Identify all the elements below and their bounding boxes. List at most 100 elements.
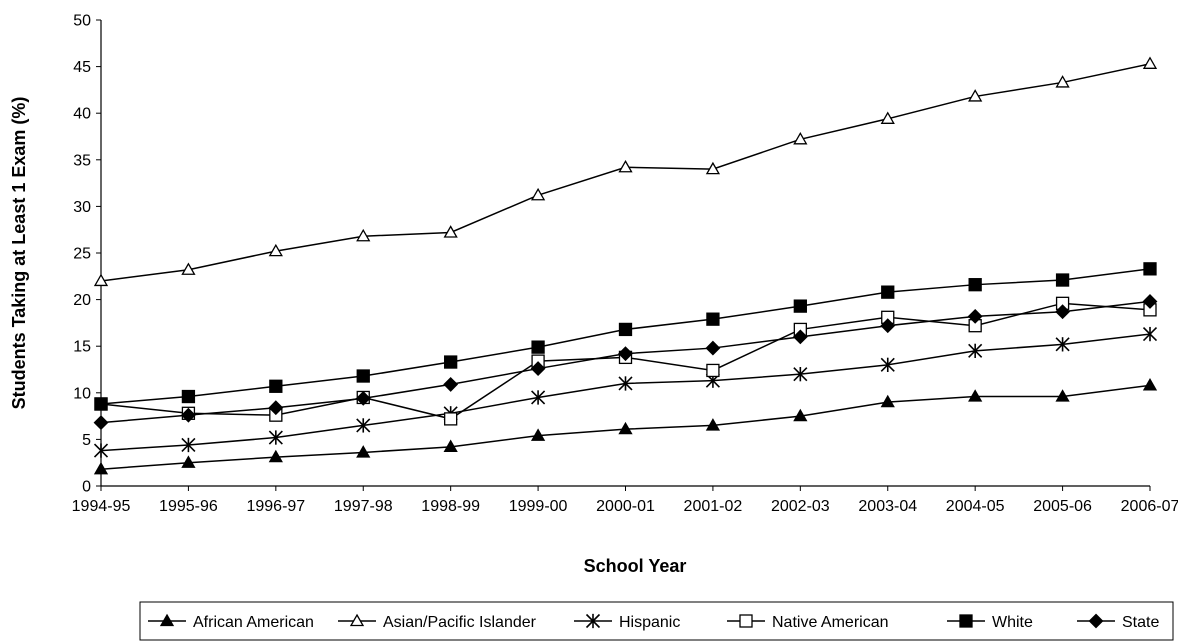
x-ticks: 1994-95 1995-96 1996-97 1997-98 1998-99 1999-… <box>72 486 1178 515</box>
data-point-state <box>1055 304 1071 320</box>
data-point-white <box>881 285 895 299</box>
x-axis: 1994-95 1995-96 1996-97 1997-98 1998-99 1999-… <box>72 485 1178 515</box>
x-tick-label: 1999-00 <box>509 498 568 515</box>
data-point-state <box>792 329 808 345</box>
data-point-white <box>793 299 807 313</box>
y-tick-label: 10 <box>73 385 91 402</box>
y-tick-label: 35 <box>73 152 91 169</box>
y-tick-label: 50 <box>73 13 91 30</box>
data-point-asian-pacific-islander <box>356 228 371 242</box>
data-point-african-american <box>443 439 458 453</box>
data-point-asian-pacific-islander <box>618 159 633 173</box>
data-point-african-american <box>356 445 371 458</box>
data-point-hispanic <box>181 437 196 453</box>
legend-label: Asian/Pacific Islander <box>383 614 537 631</box>
data-point-asian-pacific-islander <box>530 187 546 201</box>
data-point-state <box>268 400 284 416</box>
data-point-african-american <box>1055 389 1070 402</box>
legend: African American Asian/Pacific Islander Hi… <box>139 601 1174 641</box>
data-point-state <box>705 340 721 356</box>
data-point-african-american <box>705 418 721 431</box>
y-tick-label: 30 <box>73 199 91 216</box>
y-tick-label: 5 <box>82 432 91 449</box>
data-point-asian-pacific-islander <box>1142 56 1158 69</box>
series-layer <box>93 56 1158 475</box>
legend-item-asian-pacific-islander: Asian/Pacific Islander <box>338 613 537 631</box>
x-tick-label: 2005-06 <box>1033 498 1092 515</box>
data-point-hispanic <box>793 367 808 382</box>
y-tick-label: 45 <box>73 59 91 76</box>
data-point-asian-pacific-islander <box>705 161 721 175</box>
data-point-state <box>618 346 633 362</box>
data-point-state <box>93 415 109 431</box>
legend-label: State <box>1122 614 1159 631</box>
data-point-hispanic <box>93 443 109 458</box>
data-point-hispanic <box>1055 337 1070 352</box>
data-point-white <box>269 379 283 393</box>
data-point-white <box>444 355 458 369</box>
y-tick-label: 0 <box>82 479 91 496</box>
legend-marker-asian-pacific-islander <box>349 613 365 627</box>
series-native-american <box>94 296 1157 426</box>
legend-marker-state <box>1088 613 1104 629</box>
data-point-african-american <box>880 394 895 408</box>
data-point-african-american <box>1142 378 1158 391</box>
legend-marker-african-american <box>159 613 175 627</box>
y-tick-label: 20 <box>73 292 91 309</box>
x-axis-title: School Year <box>584 556 687 576</box>
legend-marker-native-american <box>739 614 753 628</box>
series-white <box>94 262 1157 411</box>
data-point-african-american <box>968 389 983 402</box>
data-point-state <box>530 361 546 376</box>
data-point-white <box>1143 262 1157 276</box>
x-tick-label: 1997-98 <box>334 498 393 515</box>
data-point-asian-pacific-islander <box>443 225 458 238</box>
data-point-white <box>356 369 370 383</box>
data-point-african-american <box>793 408 808 422</box>
legend-marker-hispanic <box>585 613 601 629</box>
data-point-hispanic <box>880 357 895 372</box>
data-point-asian-pacific-islander <box>181 262 196 275</box>
data-point-white <box>1055 273 1070 287</box>
data-point-hispanic <box>1142 326 1158 342</box>
data-point-african-american <box>530 428 546 441</box>
data-point-asian-pacific-islander <box>968 89 983 102</box>
legend-item-african-american: African American <box>148 613 314 631</box>
legend-item-native-american: Native American <box>727 614 889 631</box>
data-point-state <box>355 390 371 406</box>
data-point-hispanic <box>268 430 283 445</box>
y-tick-label: 40 <box>73 106 91 123</box>
x-tick-label: 2003-04 <box>858 498 917 515</box>
legend-label: African American <box>193 614 314 631</box>
legend-label: White <box>992 614 1033 631</box>
x-tick-label: 2000-01 <box>596 498 655 515</box>
y-axis: 0 5 10 15 20 25 30 35 40 45 50 <box>73 13 102 496</box>
data-point-asian-pacific-islander <box>880 111 895 124</box>
data-point-white <box>531 340 545 354</box>
data-point-african-american <box>268 449 283 463</box>
legend-item-hispanic: Hispanic <box>574 613 680 631</box>
data-point-asian-pacific-islander <box>268 243 283 257</box>
data-point-state <box>880 318 896 334</box>
data-point-african-american <box>93 461 109 475</box>
x-tick-label: 1995-96 <box>159 498 218 515</box>
legend-marker-white <box>959 614 973 628</box>
legend-items: African American Asian/Pacific Islander Hi… <box>148 613 1159 631</box>
data-point-african-american <box>618 421 633 435</box>
data-point-white <box>94 397 108 411</box>
data-point-state <box>443 376 459 392</box>
legend-item-white: White <box>947 614 1033 631</box>
legend-frame <box>139 601 1174 641</box>
data-point-white <box>618 322 633 337</box>
data-point-asian-pacific-islander <box>793 131 808 145</box>
data-point-asian-pacific-islander <box>93 273 109 287</box>
x-tick-label: 1996-97 <box>246 498 305 515</box>
data-point-white <box>968 278 982 292</box>
legend-item-state: State <box>1077 613 1159 631</box>
legend-label: Native American <box>772 614 889 631</box>
data-point-hispanic <box>618 376 633 391</box>
x-tick-label: 2006-07 <box>1121 498 1178 515</box>
data-point-white <box>706 312 720 326</box>
data-point-hispanic <box>356 418 371 433</box>
